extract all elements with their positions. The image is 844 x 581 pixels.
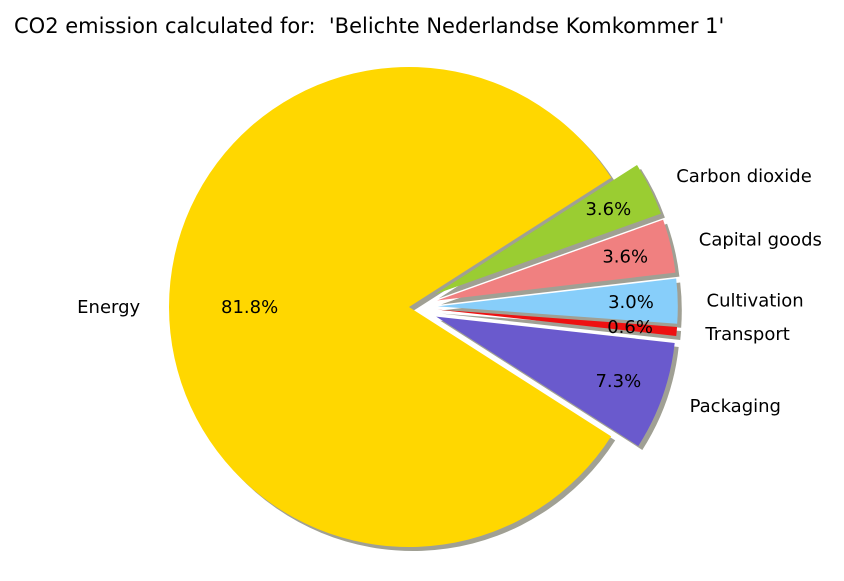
pct-label-carbon-dioxide: 3.6% bbox=[585, 199, 631, 220]
slice-capital-goods bbox=[437, 219, 676, 301]
pct-label-packaging: 7.3% bbox=[595, 371, 641, 392]
slice-packaging bbox=[436, 316, 675, 446]
pct-label-cultivation: 3.0% bbox=[608, 292, 654, 313]
slice-shadow-transport bbox=[441, 313, 682, 340]
category-label-cultivation: Cultivation bbox=[707, 290, 804, 311]
category-label-carbon-dioxide: Carbon dioxide bbox=[676, 166, 812, 187]
pct-label-transport: 0.6% bbox=[607, 317, 653, 338]
slice-cultivation bbox=[437, 278, 678, 324]
pie-labels: 81.8% Energy 7.3% Packaging 0.6% Transport 3.0… bbox=[77, 166, 822, 417]
slice-carbon-dioxide bbox=[434, 164, 661, 295]
category-label-packaging: Packaging bbox=[690, 396, 781, 417]
category-label-capital-goods: Capital goods bbox=[699, 229, 822, 250]
slice-energy bbox=[168, 67, 612, 547]
pct-label-capital-goods: 3.6% bbox=[602, 246, 648, 267]
category-label-energy: Energy bbox=[77, 297, 140, 318]
pie-slices bbox=[168, 67, 678, 547]
pct-label-energy: 81.8% bbox=[221, 297, 278, 318]
category-label-transport: Transport bbox=[704, 324, 789, 345]
chart-title: CO2 emission calculated for: 'Belichte N… bbox=[14, 14, 725, 38]
slice-transport bbox=[437, 309, 678, 336]
